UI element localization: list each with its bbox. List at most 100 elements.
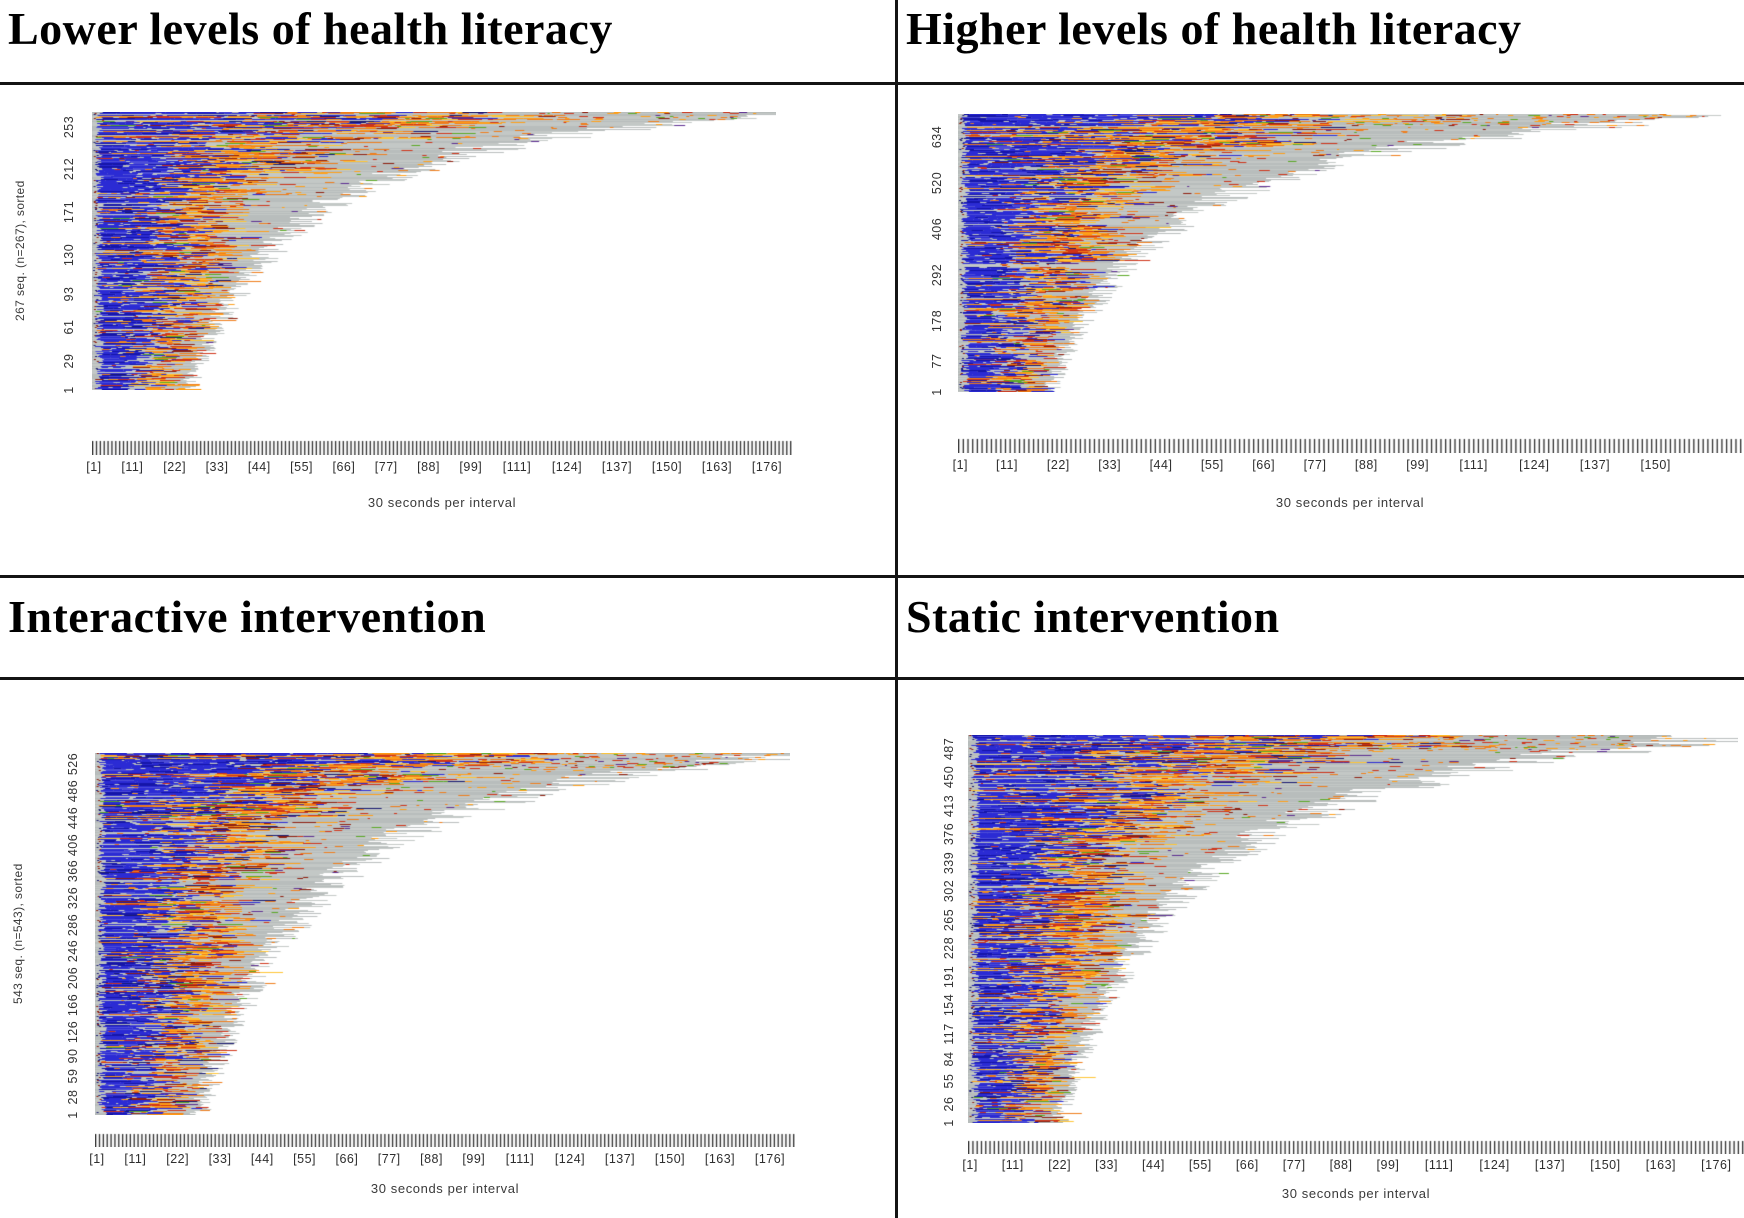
- panel-title: Interactive intervention: [8, 591, 487, 642]
- x-tick-label: [33]: [1098, 458, 1122, 472]
- x-tick-label: [22]: [163, 460, 187, 474]
- y-tick-label: 286: [66, 913, 80, 936]
- x-tick-label: [150]: [651, 460, 683, 474]
- x-axis-tick-labels: [1] [11] [22] [33] [44] [55] [66] [77] [88] [99] […: [89, 1152, 795, 1170]
- sequence-index-canvas: [968, 735, 1738, 1123]
- y-tick-label: 166: [66, 993, 80, 1016]
- x-tick-label: [1]: [962, 1158, 978, 1172]
- x-tick-label: [1]: [952, 458, 969, 472]
- y-tick-label: 126: [66, 1020, 80, 1043]
- x-tick-label: [66]: [1252, 458, 1276, 472]
- panel-static-intervention: Static intervention 1 26 55 84 117 154 191 228 2…: [898, 578, 1744, 1218]
- x-tick-label: [55]: [290, 460, 314, 474]
- x-tick-label: [99]: [1376, 1158, 1400, 1172]
- y-tick-label: 1: [66, 1111, 80, 1119]
- y-tick-label: 29: [62, 353, 76, 369]
- x-tick-label: [55]: [1200, 458, 1224, 472]
- x-tick-label: [11]: [996, 458, 1018, 472]
- y-tick-label: 206: [66, 966, 80, 990]
- x-tick-label: [137]: [1579, 458, 1611, 472]
- panel-title: Lower levels of health literacy: [8, 3, 613, 54]
- x-tick-label: [33]: [1095, 1158, 1118, 1172]
- x-tick-label: [150]: [1640, 458, 1671, 472]
- panel-interactive-intervention: Interactive intervention 543 seq. (n=543…: [0, 578, 898, 1218]
- x-tick-label: [44]: [1142, 1158, 1165, 1172]
- y-tick-label: 77: [930, 353, 944, 369]
- x-tick-label: [22]: [166, 1152, 190, 1166]
- x-tick-label: [77]: [1282, 1158, 1306, 1172]
- sequence-index-canvas: [95, 753, 790, 1115]
- y-tick-label: 171: [62, 201, 76, 224]
- x-tick-label: [150]: [654, 1152, 686, 1166]
- x-tick-label: [137]: [604, 1152, 636, 1166]
- x-tick-label: [99]: [462, 1152, 486, 1166]
- y-tick-label: 26: [942, 1096, 956, 1112]
- y-tick-label: 446: [66, 806, 80, 829]
- y-tick-label: 326: [66, 886, 80, 910]
- sequence-index-canvas: [958, 114, 1730, 392]
- y-tick-label: 376: [942, 823, 956, 846]
- plot-area: 1 26 55 84 117 154 191 228 265 302 339 376 413 450 487…: [898, 578, 1744, 1218]
- x-tick-label: [1]: [89, 1152, 105, 1166]
- y-tick-label: 130: [62, 244, 76, 267]
- x-tick-label: [22]: [1046, 458, 1070, 472]
- x-tick-label: [111]: [1459, 458, 1488, 472]
- x-tick-label: [66]: [332, 460, 356, 474]
- x-tick-label: [77]: [374, 460, 398, 474]
- y-tick-label: 212: [62, 158, 76, 181]
- x-tick-label: [111]: [1424, 1158, 1454, 1172]
- x-tick-label: [77]: [377, 1152, 401, 1166]
- x-axis-tick-ruler: [968, 1140, 1744, 1154]
- x-tick-label: [124]: [551, 460, 583, 474]
- sequence-index-canvas: [92, 112, 776, 390]
- y-tick-label: 406: [66, 833, 80, 856]
- y-tick-label: 61: [62, 319, 76, 335]
- x-tick-label: [77]: [1303, 458, 1327, 472]
- plot-area: 543 seq. (n=543), sorted 1 28 59 90 126 166 20…: [0, 578, 895, 1218]
- panel-lower-health-literacy: Lower levels of health literacy 267 seq.…: [0, 0, 898, 578]
- x-tick-label: [11]: [1001, 1158, 1024, 1172]
- y-tick-label: 93: [62, 286, 76, 302]
- x-tick-label: [33]: [205, 460, 229, 474]
- x-tick-label: [124]: [1479, 1158, 1510, 1172]
- y-tick-label: 520: [930, 171, 944, 194]
- y-tick-label: 246: [66, 940, 80, 963]
- x-axis-tick-labels: [1] [11] [22] [33] [44] [55] [66] [77] [88] [99] […: [953, 458, 1742, 476]
- y-tick-label: 59: [66, 1068, 80, 1084]
- panel-title-bar: Interactive intervention: [0, 578, 895, 680]
- y-tick-label: 253: [62, 115, 76, 138]
- x-tick-label: [163]: [704, 1152, 736, 1166]
- x-tick-label: [44]: [247, 460, 271, 474]
- x-axis-title: 30 seconds per interval: [367, 495, 517, 510]
- x-axis-title: 30 seconds per interval: [1281, 1186, 1431, 1201]
- x-tick-label: [99]: [459, 460, 483, 474]
- y-tick-label: 84: [942, 1051, 956, 1067]
- x-tick-label: [66]: [1235, 1158, 1259, 1172]
- y-tick-label: 154: [942, 994, 956, 1017]
- x-tick-label: [66]: [335, 1152, 359, 1166]
- x-tick-label: [1]: [86, 460, 102, 474]
- y-tick-label: 228: [942, 937, 956, 960]
- y-tick-label: 302: [942, 880, 956, 903]
- x-tick-label: [22]: [1048, 1158, 1072, 1172]
- y-tick-label: 1: [930, 388, 944, 396]
- y-tick-label: 178: [930, 309, 944, 332]
- x-tick-label: [137]: [601, 460, 633, 474]
- x-axis-tick-labels: [1] [11] [22] [33] [44] [55] [66] [77] [88] [99] […: [86, 460, 792, 478]
- y-tick-label: 55: [942, 1073, 956, 1089]
- y-tick-label: 366: [66, 860, 80, 883]
- x-tick-label: [11]: [121, 460, 144, 474]
- x-axis-title: 30 seconds per interval: [370, 1181, 520, 1196]
- y-tick-label: 486: [66, 779, 80, 803]
- panel-higher-health-literacy: Higher levels of health literacy 1 77 178 2…: [898, 0, 1744, 578]
- x-tick-label: [88]: [1354, 458, 1378, 472]
- y-tick-label: 526: [66, 753, 80, 776]
- y-tick-label: 90: [66, 1048, 80, 1064]
- x-tick-label: [88]: [417, 460, 440, 474]
- x-tick-label: [150]: [1590, 1158, 1621, 1172]
- y-axis-tick-labels: 1 29 61 93 130 171 212 253: [54, 112, 84, 393]
- panel-title-bar: Lower levels of health literacy: [0, 0, 895, 85]
- x-tick-label: [44]: [250, 1152, 274, 1166]
- x-axis-tick-ruler: [95, 1133, 795, 1147]
